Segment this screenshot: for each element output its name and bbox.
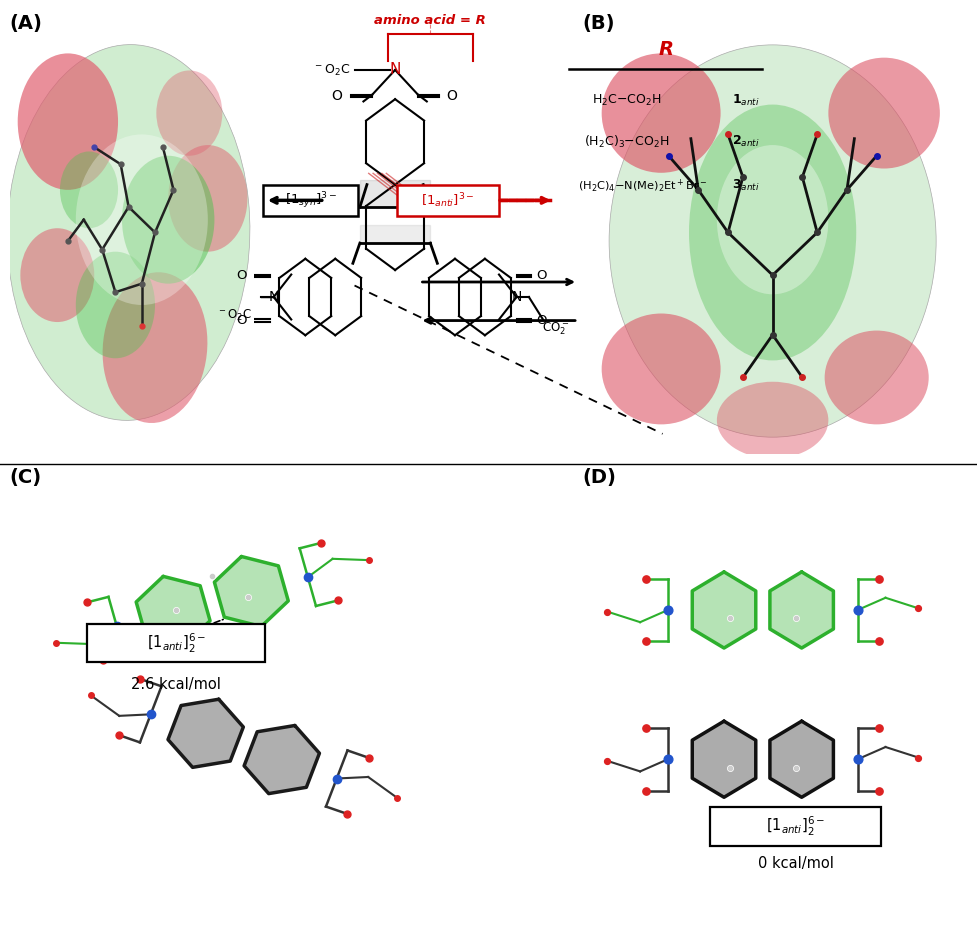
Ellipse shape — [156, 70, 222, 156]
Text: $\mathbf{3}_{anti}$: $\mathbf{3}_{anti}$ — [732, 178, 759, 194]
Ellipse shape — [76, 134, 208, 305]
Ellipse shape — [18, 54, 118, 190]
Ellipse shape — [168, 145, 247, 252]
Ellipse shape — [824, 331, 928, 425]
Text: (C): (C) — [10, 468, 42, 487]
Polygon shape — [360, 180, 430, 207]
Text: $^-$O$_2$C: $^-$O$_2$C — [217, 308, 252, 323]
Ellipse shape — [688, 105, 855, 361]
Ellipse shape — [103, 273, 207, 423]
Ellipse shape — [122, 156, 214, 284]
Polygon shape — [692, 721, 755, 797]
Ellipse shape — [609, 44, 935, 438]
Text: O: O — [535, 314, 546, 327]
Polygon shape — [214, 556, 288, 627]
Ellipse shape — [601, 313, 720, 425]
FancyBboxPatch shape — [709, 807, 880, 845]
Polygon shape — [168, 699, 243, 768]
Text: O: O — [331, 89, 342, 103]
Polygon shape — [244, 726, 319, 794]
Text: (H$_2$C)$_4$$-$N(Me)$_2$Et$^+$Br$^-$: (H$_2$C)$_4$$-$N(Me)$_2$Et$^+$Br$^-$ — [577, 177, 706, 195]
Ellipse shape — [76, 251, 155, 359]
FancyBboxPatch shape — [263, 184, 358, 216]
Polygon shape — [769, 572, 832, 648]
Ellipse shape — [21, 228, 94, 322]
Text: (H$_2$C)$_3$$-$CO$_2$H: (H$_2$C)$_3$$-$CO$_2$H — [583, 133, 668, 149]
Text: $[1_{anti}]_2^{6-}$: $[1_{anti}]_2^{6-}$ — [765, 815, 825, 838]
Polygon shape — [136, 577, 210, 646]
Text: (B): (B) — [581, 14, 614, 32]
Text: H$_2$C$-$CO$_2$H: H$_2$C$-$CO$_2$H — [591, 93, 660, 108]
Text: O: O — [535, 270, 546, 283]
Text: $[1_{anti}]_2^{6-}$: $[1_{anti}]_2^{6-}$ — [147, 631, 205, 654]
Ellipse shape — [601, 54, 720, 172]
Text: 0 kcal/mol: 0 kcal/mol — [757, 857, 832, 871]
Text: $[1_{syn}]^{3-}$: $[1_{syn}]^{3-}$ — [284, 190, 336, 210]
Text: R: R — [658, 40, 672, 59]
Ellipse shape — [828, 57, 939, 169]
Text: CO$_2^-$: CO$_2^-$ — [541, 320, 569, 337]
Text: N: N — [389, 62, 401, 78]
FancyBboxPatch shape — [397, 184, 498, 216]
Text: (A): (A) — [10, 14, 43, 32]
Text: O: O — [446, 89, 456, 103]
Text: $\mathbf{1}_{anti}$: $\mathbf{1}_{anti}$ — [732, 93, 759, 108]
Text: N: N — [268, 290, 278, 304]
Ellipse shape — [716, 146, 828, 295]
Text: $\mathbf{2}_{anti}$: $\mathbf{2}_{anti}$ — [732, 134, 759, 149]
Text: $[1_{anti}]^{3-}$: $[1_{anti}]^{3-}$ — [421, 191, 474, 210]
Text: $^-$O$_2$C: $^-$O$_2$C — [313, 62, 350, 78]
Polygon shape — [769, 721, 832, 797]
Ellipse shape — [716, 382, 828, 459]
Polygon shape — [360, 225, 430, 243]
Text: O: O — [236, 270, 247, 283]
Text: O: O — [236, 314, 247, 327]
Ellipse shape — [7, 44, 250, 420]
Text: N: N — [511, 290, 522, 304]
Ellipse shape — [60, 151, 118, 228]
Text: amino acid = R: amino acid = R — [374, 14, 486, 27]
FancyBboxPatch shape — [87, 624, 265, 663]
Text: (D): (D) — [581, 468, 616, 487]
Polygon shape — [692, 572, 755, 648]
Text: 2.6 kcal/mol: 2.6 kcal/mol — [131, 677, 221, 692]
